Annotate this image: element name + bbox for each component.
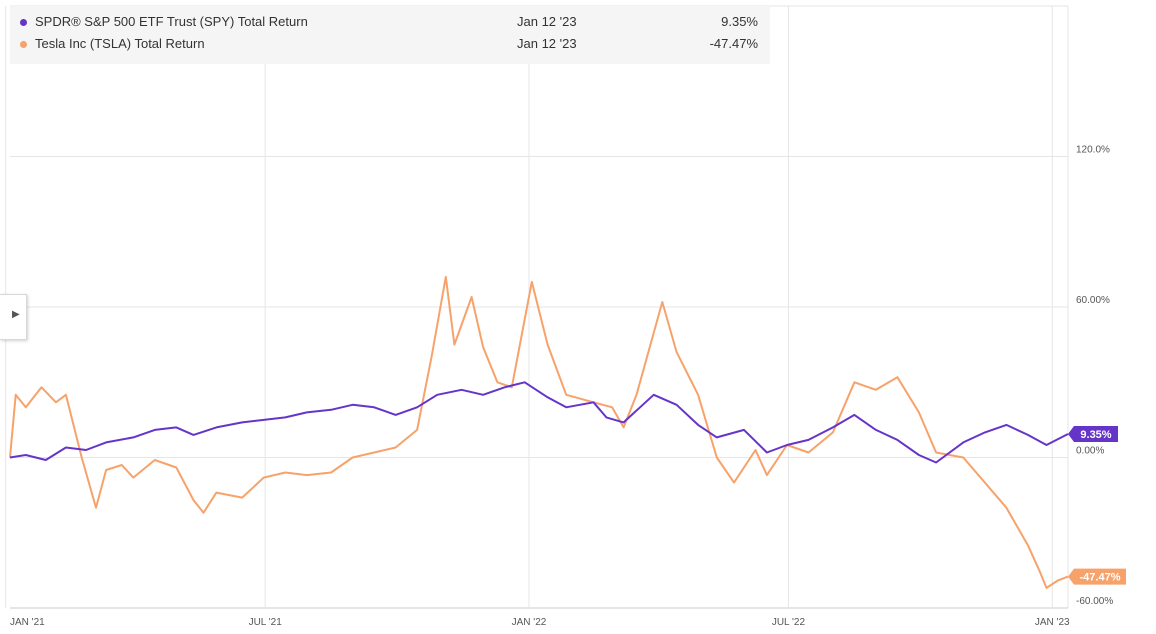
legend-row-spy: SPDR® S&P 500 ETF Trust (SPY) Total Retu… — [10, 11, 770, 33]
legend-dot-spy — [20, 19, 27, 26]
end-badge-label: 9.35% — [1080, 429, 1111, 441]
y-axis-ticks: 120.0% 60.00% 0.00% -60.00% — [1076, 145, 1113, 608]
legend-row-tsla: Tesla Inc (TSLA) Total Return Jan 12 '23… — [10, 33, 770, 55]
end-badge-tsla: -47.47% — [1068, 568, 1126, 585]
x-tick-label: JUL '21 — [249, 617, 283, 628]
chart-series — [9, 275, 1069, 589]
y-tick-label: -60.00% — [1076, 596, 1113, 607]
x-tick-label: JAN '23 — [1035, 617, 1070, 628]
end-badge-spy: 9.35% — [1068, 426, 1118, 443]
end-badge-shape — [1068, 426, 1118, 443]
legend-name-tsla: Tesla Inc (TSLA) Total Return — [35, 36, 205, 51]
legend-dot-tsla — [20, 41, 27, 48]
x-axis-ticks: JAN '21 JUL '21 JAN '22 JUL '22 JAN '23 — [10, 617, 1070, 628]
end-badge-shape — [1068, 568, 1126, 585]
legend-date-spy: Jan 12 '23 — [517, 14, 577, 29]
chevron-right-icon: ▶ — [12, 309, 20, 320]
legend-value-spy: 9.35% — [721, 14, 758, 29]
legend-value-tsla: -47.47% — [709, 36, 758, 51]
chart-legend: SPDR® S&P 500 ETF Trust (SPY) Total Retu… — [10, 6, 770, 64]
y-tick-label: 0.00% — [1076, 446, 1104, 457]
series-line-tsla — [9, 275, 1069, 589]
x-tick-label: JAN '22 — [512, 617, 547, 628]
expand-panel-button[interactable]: ▶ — [0, 294, 27, 340]
x-tick-label: JAN '21 — [10, 617, 45, 628]
end-badge-label: -47.47% — [1080, 572, 1121, 584]
y-tick-label: 60.00% — [1076, 295, 1110, 306]
x-tick-label: JUL '22 — [772, 617, 806, 628]
chart-grid — [5, 5, 1069, 609]
y-tick-label: 120.0% — [1076, 145, 1110, 156]
series-line-spy — [9, 381, 1069, 464]
end-value-badges: 9.35% -47.47% — [1068, 426, 1126, 585]
legend-name-spy: SPDR® S&P 500 ETF Trust (SPY) Total Retu… — [35, 14, 308, 29]
legend-date-tsla: Jan 12 '23 — [517, 36, 577, 51]
